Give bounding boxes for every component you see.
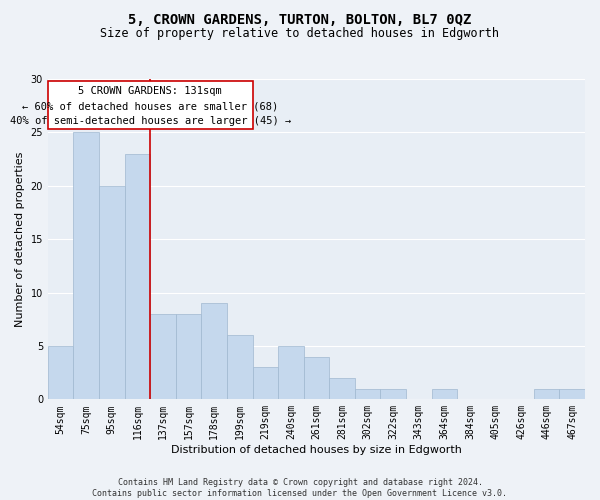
- Text: Size of property relative to detached houses in Edgworth: Size of property relative to detached ho…: [101, 28, 499, 40]
- Y-axis label: Number of detached properties: Number of detached properties: [15, 152, 25, 327]
- Bar: [253, 368, 278, 400]
- Bar: [150, 314, 176, 400]
- Bar: [329, 378, 355, 400]
- Text: 5 CROWN GARDENS: 131sqm: 5 CROWN GARDENS: 131sqm: [79, 86, 222, 97]
- Bar: [48, 346, 73, 400]
- Bar: [176, 314, 202, 400]
- Bar: [125, 154, 150, 400]
- Bar: [431, 388, 457, 400]
- Bar: [278, 346, 304, 400]
- Bar: [73, 132, 99, 400]
- Bar: [534, 388, 559, 400]
- Bar: [99, 186, 125, 400]
- Bar: [355, 388, 380, 400]
- Bar: [304, 356, 329, 400]
- Bar: [559, 388, 585, 400]
- Bar: [202, 303, 227, 400]
- Text: 40% of semi-detached houses are larger (45) →: 40% of semi-detached houses are larger (…: [10, 116, 291, 126]
- Text: Contains HM Land Registry data © Crown copyright and database right 2024.
Contai: Contains HM Land Registry data © Crown c…: [92, 478, 508, 498]
- Bar: [227, 336, 253, 400]
- Text: 5, CROWN GARDENS, TURTON, BOLTON, BL7 0QZ: 5, CROWN GARDENS, TURTON, BOLTON, BL7 0Q…: [128, 12, 472, 26]
- Bar: [48, 81, 253, 129]
- Text: ← 60% of detached houses are smaller (68): ← 60% of detached houses are smaller (68…: [22, 102, 278, 112]
- X-axis label: Distribution of detached houses by size in Edgworth: Distribution of detached houses by size …: [171, 445, 462, 455]
- Bar: [380, 388, 406, 400]
